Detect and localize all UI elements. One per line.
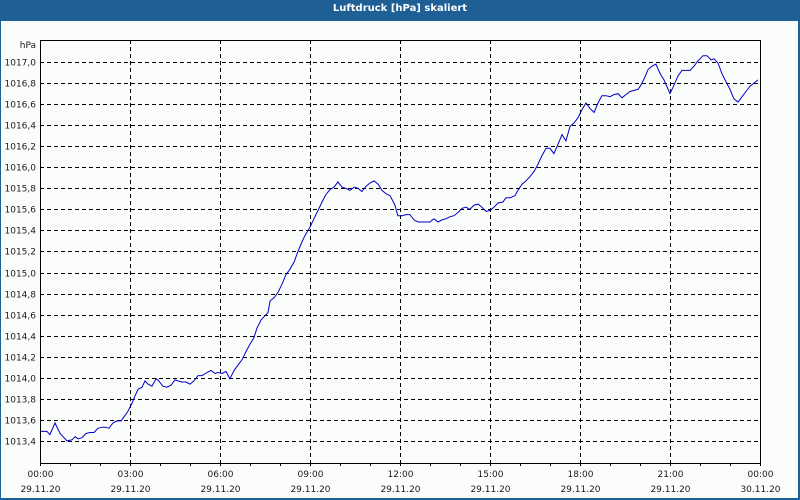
x-tick-date-label: 29.11.20 [290, 485, 330, 495]
y-tick-label: 1015,6 [5, 206, 37, 216]
chart-panel [1, 21, 798, 498]
y-tick-label: 1014,0 [5, 375, 37, 385]
y-tick-label: 1016,6 [5, 101, 37, 111]
y-tick-label: 1016,8 [5, 80, 37, 90]
x-tick-time-label: 06:00 [208, 470, 234, 480]
y-tick-label: 1017,0 [5, 59, 37, 69]
y-tick-label: 1016,2 [5, 143, 37, 153]
y-tick-label: 1014,4 [5, 333, 37, 343]
x-tick-time-label: 00:00 [28, 470, 54, 480]
y-tick-label: 1014,8 [5, 291, 37, 301]
grid-lines [40, 40, 760, 463]
x-tick-date-label: 29.11.20 [20, 485, 60, 495]
x-tick-time-label: 09:00 [298, 470, 324, 480]
y-tick-label: 1016,4 [5, 122, 37, 132]
y-tick-label: 1013,6 [5, 417, 37, 427]
y-tick-label: 1014,2 [5, 354, 37, 364]
x-tick-date-label: 29.11.20 [650, 485, 690, 495]
x-tick-date-label: 30.11.20 [740, 485, 780, 495]
x-tick-time-label: 12:00 [388, 470, 414, 480]
plot-frame [40, 40, 761, 464]
y-tick-label: 1013,4 [5, 438, 37, 448]
x-tick-date-label: 29.11.20 [110, 485, 150, 495]
y-tick-label: 1016,0 [5, 164, 37, 174]
x-tick-time-label: 03:00 [118, 470, 144, 480]
y-axis-unit-label: hPa [20, 41, 36, 51]
x-tick-date-label: 29.11.20 [560, 485, 600, 495]
y-tick-label: 1014,6 [5, 312, 37, 322]
x-tick-time-label: 00:00 [748, 470, 774, 480]
chart-title: Luftdruck [hPa] skaliert [0, 0, 800, 20]
y-axis: hPa 1017,0 1016,8 1016,6 1016,4 1016,2 1016,0 1… [5, 41, 37, 448]
y-tick-label: 1015,0 [5, 270, 37, 280]
x-tick-time-label: 18:00 [568, 470, 594, 480]
pressure-series-line [40, 55, 759, 442]
x-tick-date-label: 29.11.20 [470, 485, 510, 495]
x-axis: 00:00 29.11.20 03:00 29.11.20 06:00 29.11.20 0… [20, 463, 781, 495]
x-tick-time-label: 15:00 [478, 470, 504, 480]
y-tick-label: 1015,8 [5, 185, 37, 195]
y-tick-label: 1013,8 [5, 396, 37, 406]
y-tick-label: 1015,2 [5, 248, 37, 258]
x-tick-date-label: 29.11.20 [380, 485, 420, 495]
x-tick-time-label: 21:00 [658, 470, 684, 480]
x-tick-date-label: 29.11.20 [200, 485, 240, 495]
y-tick-label: 1015,4 [5, 227, 37, 237]
